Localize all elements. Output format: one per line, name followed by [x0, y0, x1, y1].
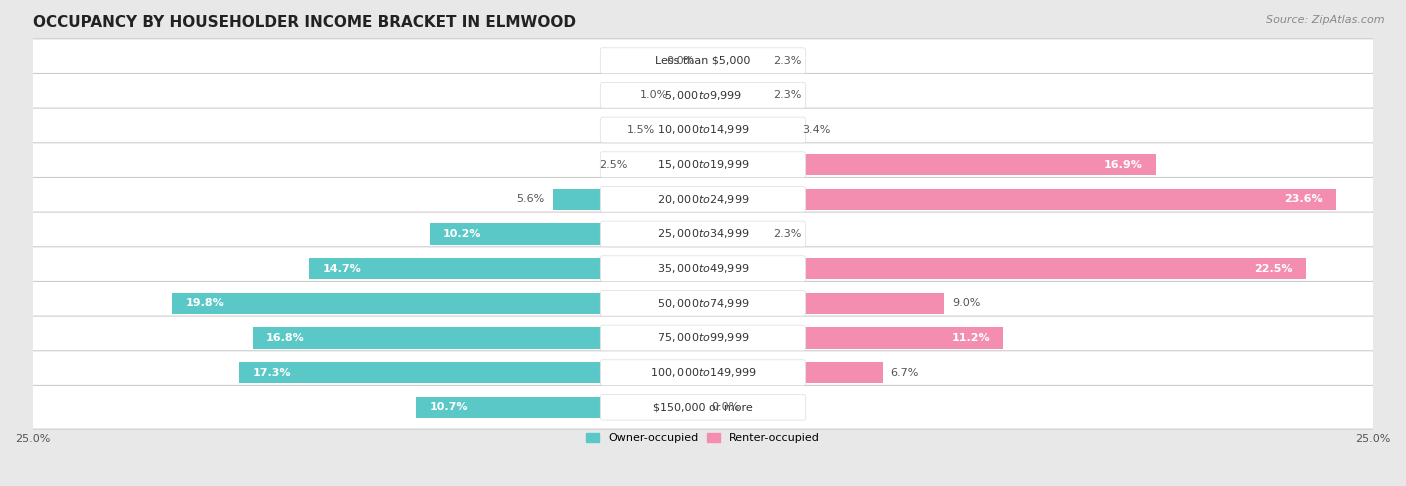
Text: 6.7%: 6.7%	[890, 367, 920, 378]
Text: 10.7%: 10.7%	[429, 402, 468, 412]
Text: $35,000 to $49,999: $35,000 to $49,999	[657, 262, 749, 275]
Bar	[703, 119, 794, 141]
Text: 19.8%: 19.8%	[186, 298, 225, 308]
Bar	[703, 293, 945, 314]
FancyBboxPatch shape	[21, 316, 1385, 360]
Bar	[309, 258, 703, 279]
Bar	[703, 50, 765, 71]
Bar	[553, 189, 703, 210]
FancyBboxPatch shape	[600, 256, 806, 281]
Text: $100,000 to $149,999: $100,000 to $149,999	[650, 366, 756, 379]
FancyBboxPatch shape	[600, 83, 806, 108]
Text: Less than $5,000: Less than $5,000	[655, 55, 751, 66]
Text: $15,000 to $19,999: $15,000 to $19,999	[657, 158, 749, 171]
Text: Source: ZipAtlas.com: Source: ZipAtlas.com	[1267, 15, 1385, 25]
FancyBboxPatch shape	[600, 187, 806, 212]
FancyBboxPatch shape	[600, 221, 806, 247]
FancyBboxPatch shape	[21, 212, 1385, 256]
Text: $25,000 to $34,999: $25,000 to $34,999	[657, 227, 749, 241]
Bar	[676, 85, 703, 106]
Bar	[239, 362, 703, 383]
FancyBboxPatch shape	[600, 152, 806, 177]
FancyBboxPatch shape	[21, 281, 1385, 325]
Text: $20,000 to $24,999: $20,000 to $24,999	[657, 193, 749, 206]
FancyBboxPatch shape	[21, 351, 1385, 395]
Bar	[636, 154, 703, 175]
FancyBboxPatch shape	[600, 291, 806, 316]
Text: $150,000 or more: $150,000 or more	[654, 402, 752, 412]
FancyBboxPatch shape	[21, 39, 1385, 83]
Bar	[662, 119, 703, 141]
FancyBboxPatch shape	[600, 48, 806, 73]
Bar	[703, 189, 1336, 210]
Text: OCCUPANCY BY HOUSEHOLDER INCOME BRACKET IN ELMWOOD: OCCUPANCY BY HOUSEHOLDER INCOME BRACKET …	[32, 15, 575, 30]
Bar	[703, 223, 765, 245]
Text: $10,000 to $14,999: $10,000 to $14,999	[657, 123, 749, 137]
Bar	[703, 362, 883, 383]
FancyBboxPatch shape	[21, 108, 1385, 152]
FancyBboxPatch shape	[21, 73, 1385, 117]
Text: $75,000 to $99,999: $75,000 to $99,999	[657, 331, 749, 345]
Text: $50,000 to $74,999: $50,000 to $74,999	[657, 297, 749, 310]
Text: 5.6%: 5.6%	[516, 194, 544, 204]
Bar	[172, 293, 703, 314]
FancyBboxPatch shape	[21, 247, 1385, 291]
Bar	[703, 327, 1004, 348]
FancyBboxPatch shape	[600, 117, 806, 143]
Text: 2.3%: 2.3%	[773, 90, 801, 100]
FancyBboxPatch shape	[600, 395, 806, 420]
FancyBboxPatch shape	[600, 325, 806, 351]
FancyBboxPatch shape	[21, 177, 1385, 221]
Text: 1.0%: 1.0%	[640, 90, 668, 100]
Text: 2.3%: 2.3%	[773, 229, 801, 239]
Text: 14.7%: 14.7%	[322, 263, 361, 274]
Bar	[703, 258, 1306, 279]
FancyBboxPatch shape	[21, 143, 1385, 187]
Text: 0.0%: 0.0%	[711, 402, 740, 412]
Bar	[703, 154, 1156, 175]
Text: 2.3%: 2.3%	[773, 55, 801, 66]
FancyBboxPatch shape	[21, 385, 1385, 429]
Bar	[429, 223, 703, 245]
Bar	[416, 397, 703, 418]
Text: $5,000 to $9,999: $5,000 to $9,999	[664, 89, 742, 102]
Bar	[703, 85, 765, 106]
FancyBboxPatch shape	[600, 360, 806, 385]
Text: 22.5%: 22.5%	[1254, 263, 1294, 274]
Text: 3.4%: 3.4%	[803, 125, 831, 135]
Text: 23.6%: 23.6%	[1284, 194, 1323, 204]
Text: 9.0%: 9.0%	[952, 298, 981, 308]
Text: 2.5%: 2.5%	[599, 159, 628, 170]
Text: 0.0%: 0.0%	[666, 55, 695, 66]
Legend: Owner-occupied, Renter-occupied: Owner-occupied, Renter-occupied	[581, 429, 825, 448]
Bar	[253, 327, 703, 348]
Text: 16.9%: 16.9%	[1104, 159, 1143, 170]
Text: 10.2%: 10.2%	[443, 229, 481, 239]
Text: 11.2%: 11.2%	[952, 333, 990, 343]
Text: 17.3%: 17.3%	[253, 367, 291, 378]
Text: 1.5%: 1.5%	[627, 125, 655, 135]
Text: 16.8%: 16.8%	[266, 333, 305, 343]
